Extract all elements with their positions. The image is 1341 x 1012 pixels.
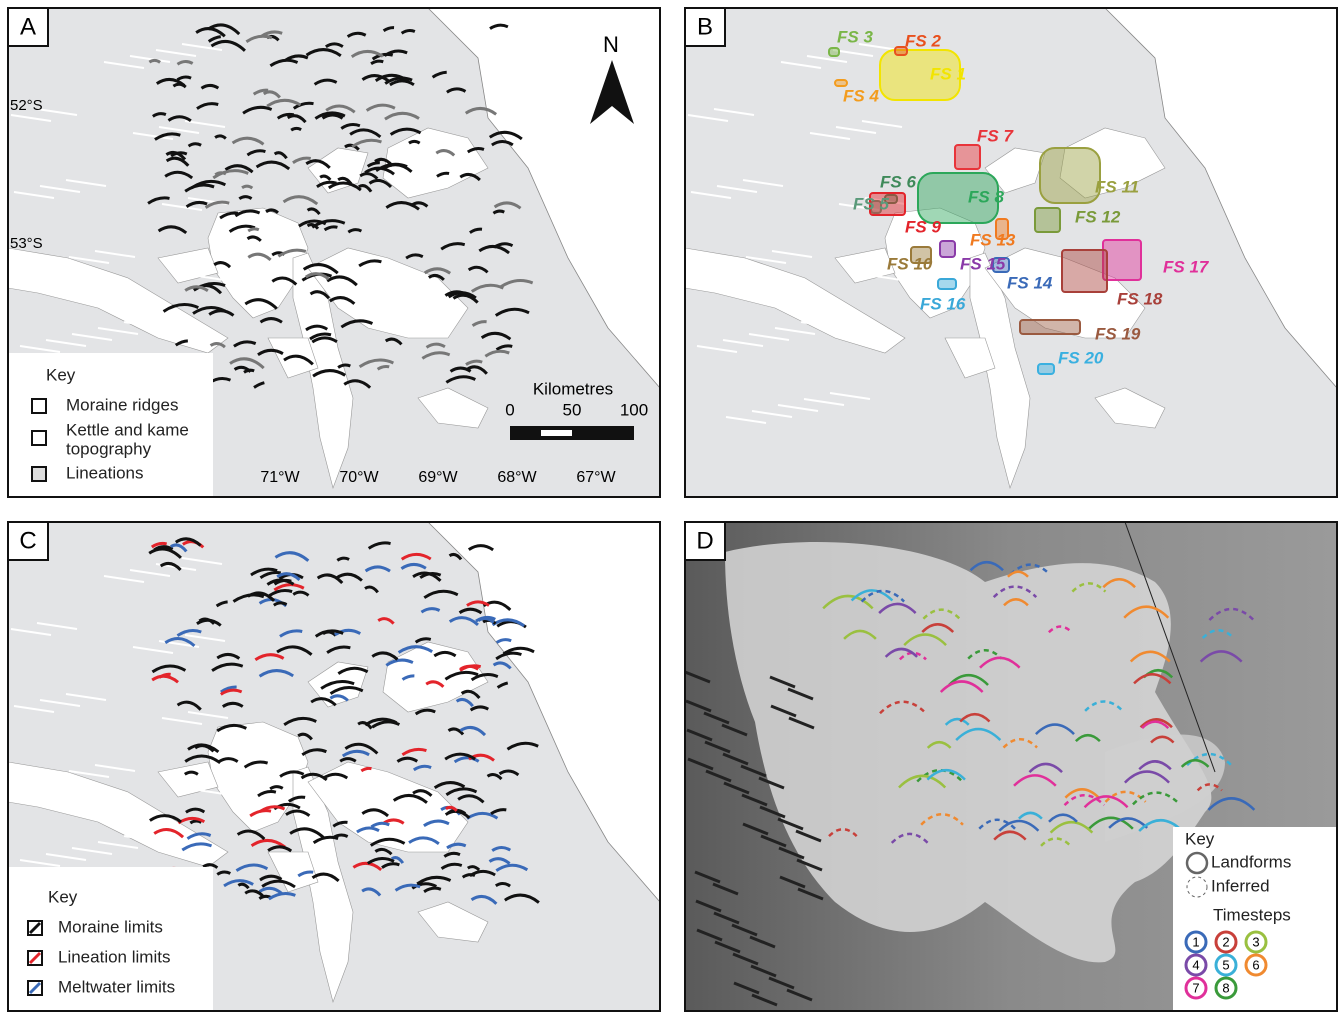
- flow-set-label: FS 9: [905, 217, 941, 236]
- timestep-label: 1: [1192, 934, 1199, 949]
- flow-set: [835, 80, 847, 86]
- flow-set-label: FS 2: [905, 31, 941, 50]
- map: [8, 522, 660, 1011]
- flow-set-label: FS 12: [1075, 207, 1121, 226]
- scale-tick-label: 100: [620, 400, 648, 419]
- key-item: Lineations: [66, 463, 144, 482]
- key-title: Key: [46, 365, 76, 384]
- timestep-label: 2: [1222, 934, 1229, 949]
- flow-set: [1020, 320, 1080, 334]
- panel-a: Key Moraine ridges Kettle and kametopograp…: [8, 8, 660, 497]
- timestep-label: 4: [1192, 957, 1199, 972]
- longitude-label: 70°W: [339, 469, 379, 486]
- north-label: N: [603, 32, 619, 57]
- panel-label: A: [20, 13, 36, 40]
- flow-set-label: FS 16: [920, 294, 966, 313]
- key-item: Meltwater limits: [58, 977, 175, 996]
- key-swatch: [32, 399, 46, 413]
- flow-set: [1040, 148, 1100, 203]
- flow-set: [1103, 240, 1141, 280]
- flow-set-label: FS 6: [880, 172, 916, 191]
- flow-set-label: FS 14: [1007, 273, 1053, 292]
- longitude-label: 71°W: [260, 469, 300, 486]
- scale-tick-label: 0: [505, 400, 514, 419]
- timestep-label: 5: [1222, 957, 1229, 972]
- key-title: Key: [48, 887, 78, 906]
- flow-set-label: FS 7: [977, 126, 1014, 145]
- flow-set: [1035, 208, 1060, 232]
- key-item: Lineation limits: [58, 947, 170, 966]
- key-item: Inferred: [1211, 876, 1270, 895]
- flow-set: [1038, 364, 1054, 374]
- longitude-label: 69°W: [418, 469, 458, 486]
- panel-d: Key Landforms Inferred Timesteps 1 2 3 4 5 6 7 8 D: [685, 522, 1337, 1011]
- flow-set-label: FS 4: [843, 86, 879, 105]
- scale-title: Kilometres: [533, 379, 613, 398]
- panel-label: D: [696, 527, 713, 554]
- flow-set-label: FS 15: [960, 254, 1006, 273]
- key-item: Landforms: [1211, 852, 1291, 871]
- latitude-label: 53°S: [10, 235, 43, 252]
- map: [685, 522, 1337, 1011]
- timestep-label: 3: [1252, 934, 1259, 949]
- page: { "panel_a": { "label": "A", "north": "N…: [0, 0, 1341, 1012]
- flow-set: [1062, 250, 1107, 292]
- key-item: Moraine ridges: [66, 395, 178, 414]
- key-swatch: [32, 467, 46, 481]
- flow-set-label: FS 1: [930, 64, 966, 83]
- flow-set-label: FS 19: [1095, 324, 1141, 343]
- key-swatch: [32, 431, 46, 445]
- flow-set-label: FS 13: [970, 230, 1016, 249]
- flow-set: [955, 145, 980, 169]
- longitude-label: 67°W: [576, 469, 616, 486]
- panel-label: C: [19, 527, 36, 554]
- map: [685, 8, 1337, 497]
- timestep-label: 6: [1252, 957, 1259, 972]
- flow-set-label: FS 3: [837, 27, 873, 46]
- flow-set-label: FS 18: [1117, 289, 1163, 308]
- panel-b: FS 1 FS 2 FS 3 FS 4 FS 5 FS 6 FS 7 FS 8 FS 9 FS 1…: [685, 8, 1337, 497]
- timestep-label: 8: [1222, 980, 1229, 995]
- flow-set: [938, 279, 956, 289]
- flow-set: [829, 48, 839, 56]
- flow-set: [940, 241, 955, 257]
- scale-bar-segment: [541, 430, 572, 436]
- latitude-label: 52°S: [10, 97, 43, 114]
- key-item: Moraine limits: [58, 917, 163, 936]
- landform: [291, 128, 301, 130]
- key-title: Key: [1185, 829, 1215, 848]
- flow-set-label: FS 8: [968, 187, 1004, 206]
- flow-set-label: FS 20: [1058, 348, 1104, 367]
- panel-label: B: [697, 13, 713, 40]
- panel-c: Key Moraine limits Lineation limits Meltwat…: [8, 522, 660, 1011]
- key-item: Kettle and kame: [66, 420, 189, 439]
- key-item: topography: [66, 439, 152, 458]
- scale-tick-label: 50: [563, 400, 582, 419]
- flow-set-label: FS 11: [1095, 177, 1139, 196]
- flow-set-label: FS 10: [887, 254, 933, 273]
- timesteps-title: Timesteps: [1213, 905, 1291, 924]
- flow-set-label: FS 17: [1163, 257, 1210, 276]
- figure: Key Moraine ridges Kettle and kametopograp…: [0, 0, 1341, 1012]
- timestep-label: 7: [1192, 980, 1199, 995]
- flow-set-label: FS 5: [853, 194, 889, 213]
- longitude-label: 68°W: [497, 469, 537, 486]
